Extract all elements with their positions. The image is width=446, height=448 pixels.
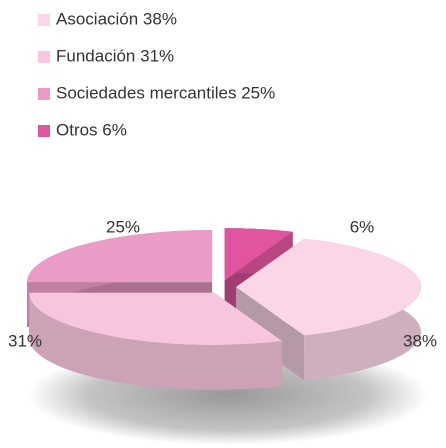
slice — [236, 238, 421, 336]
pie — [27, 228, 421, 390]
value-label: 25% — [106, 217, 140, 236]
legend-label: Asociación 38% — [56, 9, 177, 28]
value-label: 38% — [403, 331, 437, 350]
legend-label: Sociedades mercantiles 25% — [56, 83, 275, 102]
slice-side — [29, 292, 283, 390]
slice — [29, 292, 283, 345]
slice — [224, 228, 293, 281]
legend-label: Otros 6% — [56, 120, 127, 139]
legend-swatch — [38, 125, 50, 137]
value-labels: 38% 31% 25% 6% — [8, 217, 437, 350]
legend-swatch — [38, 88, 50, 100]
value-label: 6% — [350, 217, 375, 236]
value-label: 31% — [8, 331, 42, 350]
legend-label: Fundación 31% — [56, 46, 174, 65]
legend-swatch — [38, 51, 50, 63]
legend: Asociación 38% Fundación 31% Sociedades me… — [38, 9, 275, 139]
slice — [27, 230, 213, 283]
legend-swatch — [38, 14, 50, 26]
